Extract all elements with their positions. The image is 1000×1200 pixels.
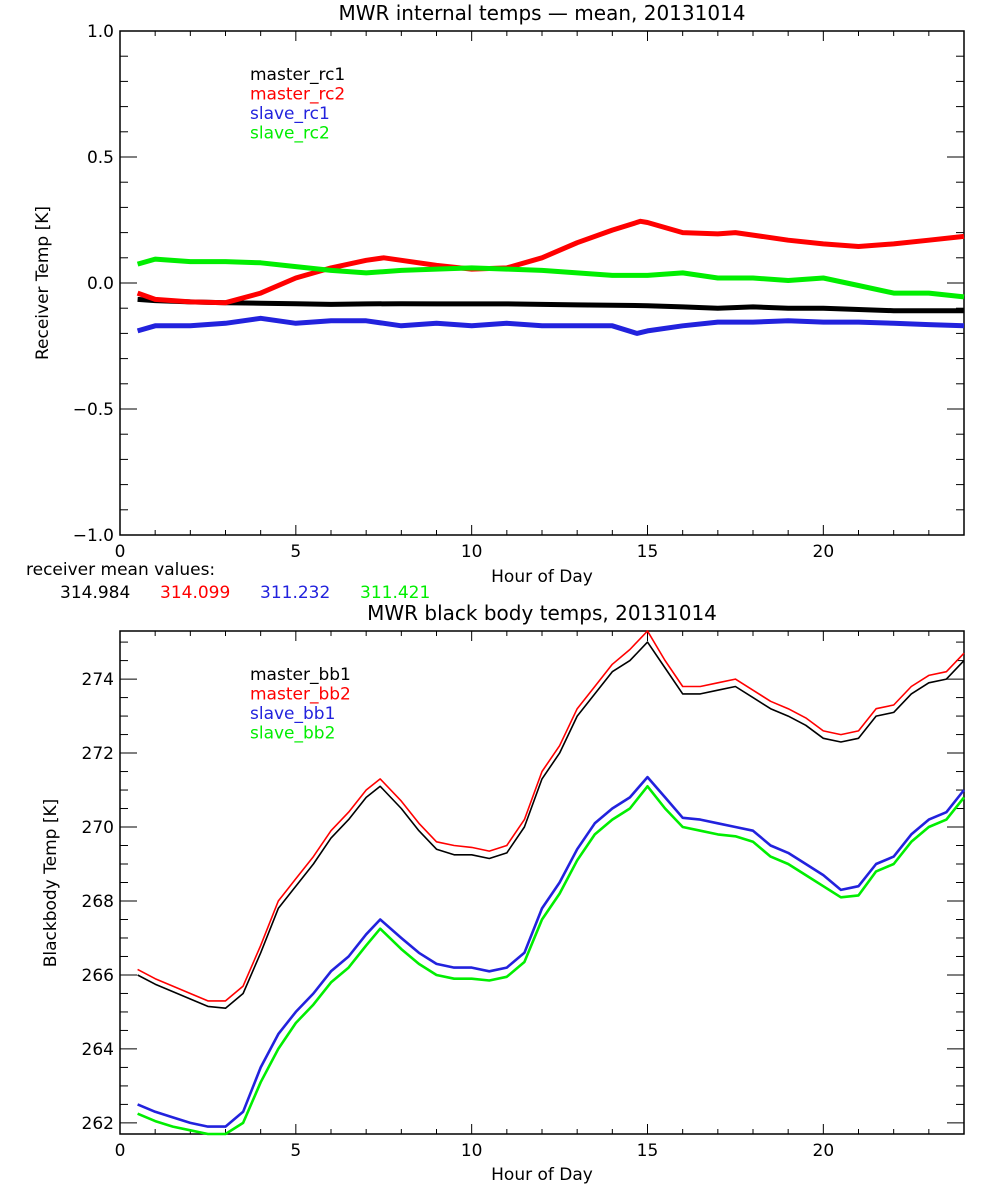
plot-frame: [119, 630, 965, 1135]
y-tick-label: 266: [82, 966, 114, 986]
legend-entry-slave-bb2: slave_bb2: [250, 724, 335, 744]
receiver-mean-label: receiver mean values:: [26, 560, 215, 580]
x-tick-label: 0: [115, 542, 126, 562]
bottom-chart-xlabel: Hour of Day: [491, 1165, 593, 1185]
top-chart-ylabel: Receiver Temp [K]: [33, 206, 53, 360]
y-tick-label: 262: [82, 1114, 114, 1134]
x-tick-label: 15: [637, 542, 659, 562]
legend-entry-slave-rc1: slave_rc1: [250, 104, 330, 124]
y-tick-label: 0.0: [87, 274, 114, 294]
legend-entry-master-bb2: master_bb2: [250, 685, 351, 705]
y-tick-label: 274: [82, 670, 114, 690]
bottom-chart-title: MWR black body temps, 20131014: [367, 601, 717, 625]
x-tick-label: 5: [290, 542, 301, 562]
y-tick-label: 270: [82, 818, 114, 838]
series-line-master-bb1: [137, 641, 965, 1009]
legend-entry-master-rc2: master_rc2: [250, 85, 345, 105]
y-tick-label: 0.5: [87, 148, 114, 168]
receiver-mean-value: 311.232: [260, 583, 330, 603]
top-chart-title: MWR internal temps — mean, 20131014: [338, 1, 745, 25]
series-line-slave-rc1: [136, 315, 965, 336]
y-tick-label: −1.0: [73, 526, 114, 546]
series-line-master-rc2: [136, 218, 965, 306]
y-tick-label: 264: [82, 1040, 114, 1060]
x-tick-label: 20: [813, 1141, 835, 1161]
receiver-mean-value: 311.421: [360, 583, 430, 603]
x-tick-label: 10: [461, 542, 483, 562]
y-tick-label: 272: [82, 744, 114, 764]
x-tick-label: 5: [290, 1141, 301, 1161]
x-tick-label: 10: [461, 1141, 483, 1161]
legend-entry-master-rc1: master_rc1: [250, 65, 345, 85]
y-tick-label: 268: [82, 892, 114, 912]
legend-entry-slave-rc2: slave_rc2: [250, 124, 330, 144]
top-chart-xlabel: Hour of Day: [491, 567, 593, 587]
x-tick-label: 0: [115, 1141, 126, 1161]
series-line-slave-bb1: [137, 775, 966, 1128]
legend-entry-master-bb1: master_bb1: [250, 665, 351, 685]
x-tick-label: 20: [813, 542, 835, 562]
y-tick-label: −0.5: [73, 400, 114, 420]
series-line-master-rc1: [137, 296, 964, 314]
series-line-slave-bb2: [137, 785, 966, 1136]
legend-entry-slave-bb1: slave_bb1: [250, 704, 335, 724]
x-tick-label: 15: [637, 1141, 659, 1161]
receiver-mean-value: 314.984: [60, 583, 130, 603]
bottom-chart-ylabel: Blackbody Temp [K]: [41, 799, 61, 968]
y-tick-label: 1.0: [87, 22, 114, 42]
receiver-mean-value: 314.099: [160, 583, 230, 603]
series-line-master-bb2: [137, 630, 965, 1002]
series-line-slave-rc2: [136, 256, 965, 300]
